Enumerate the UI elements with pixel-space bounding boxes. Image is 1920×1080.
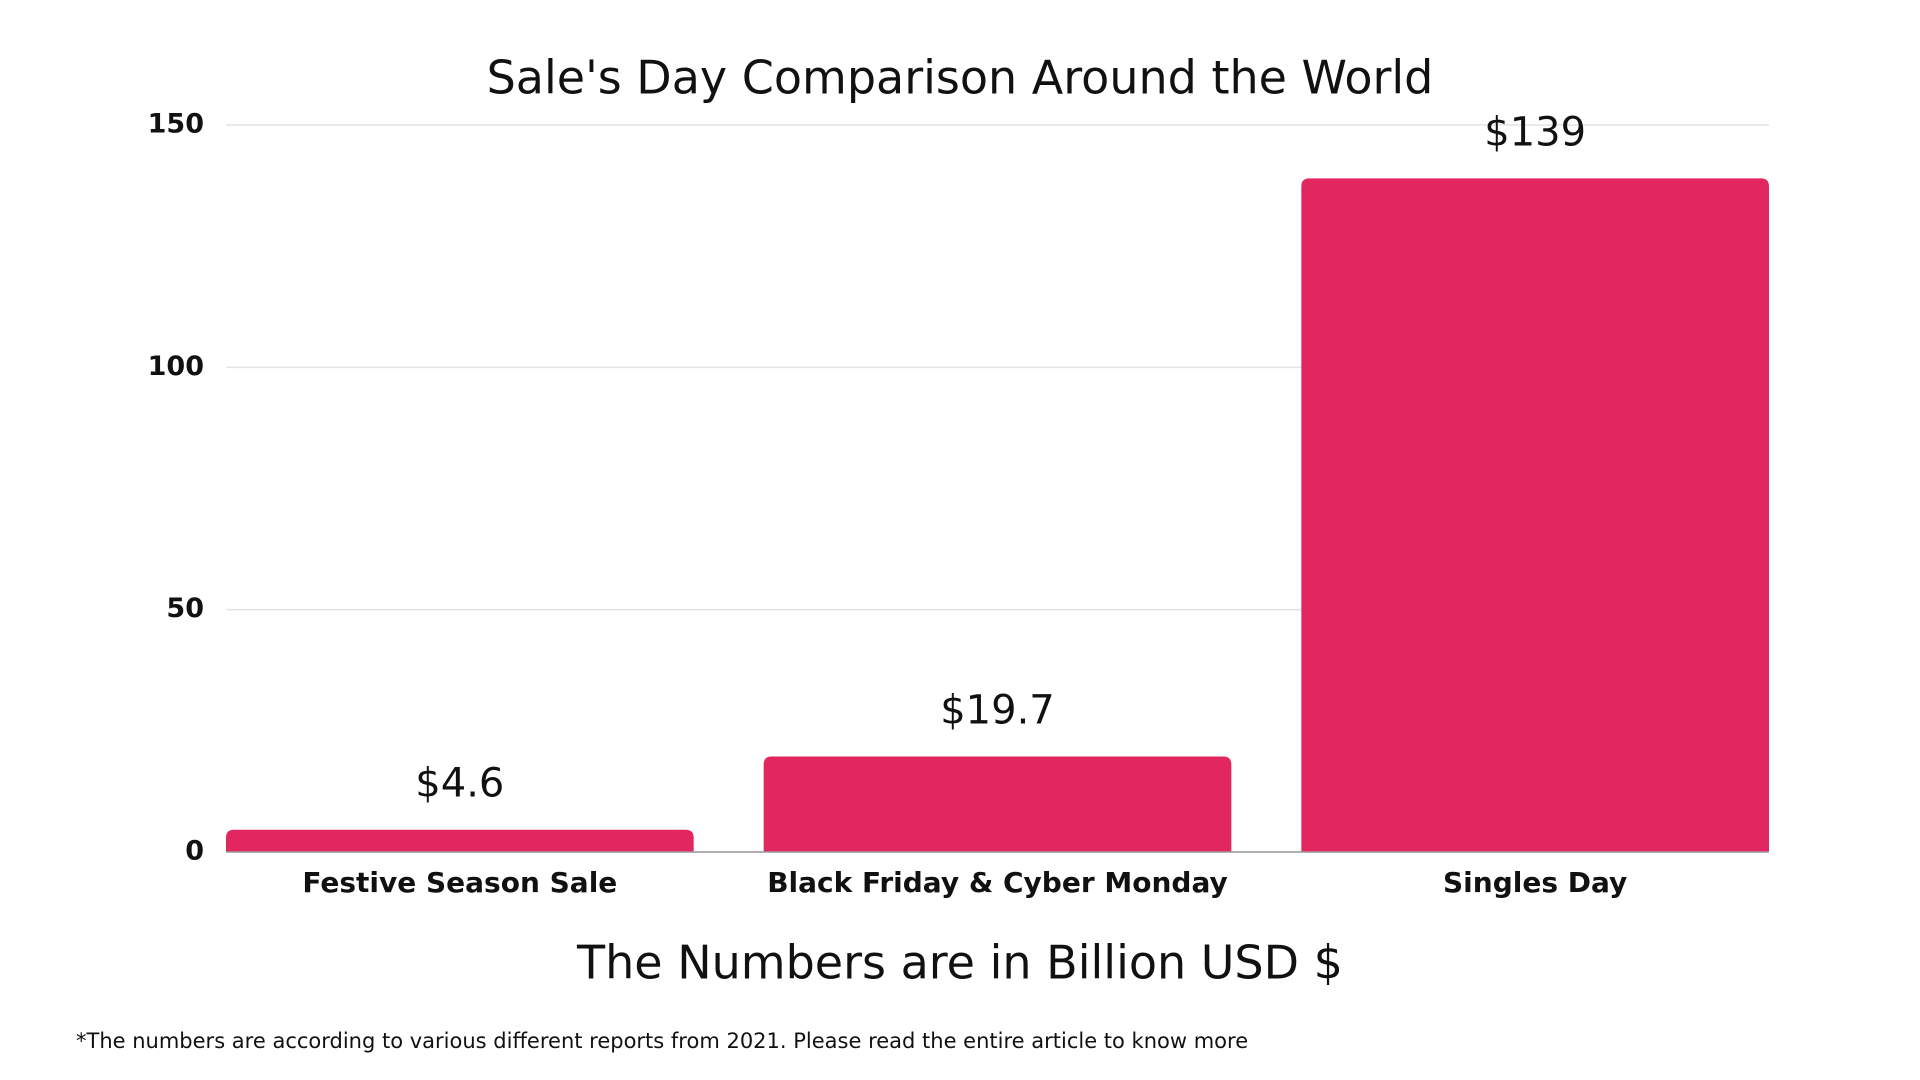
x-tick-label: Black Friday & Cyber Monday [767, 866, 1228, 899]
data-label: $139 [1484, 109, 1586, 155]
footnote: *The numbers are according to various di… [76, 1029, 1248, 1053]
chart-title: Sale's Day Comparison Around the World [487, 51, 1434, 105]
data-label: $4.6 [415, 761, 504, 807]
x-tick-label: Festive Season Sale [302, 866, 617, 899]
y-tick-label: 100 [148, 351, 204, 382]
data-label: $19.7 [940, 688, 1055, 734]
bar [763, 756, 1232, 852]
x-axis-label: The Numbers are in Billion USD $ [576, 936, 1343, 990]
x-tick-label: Singles Day [1443, 866, 1627, 899]
bar [1301, 178, 1769, 852]
y-tick-label: 0 [185, 836, 204, 867]
y-tick-label: 150 [148, 109, 204, 140]
bar [226, 829, 694, 852]
y-tick-label: 50 [166, 593, 204, 624]
